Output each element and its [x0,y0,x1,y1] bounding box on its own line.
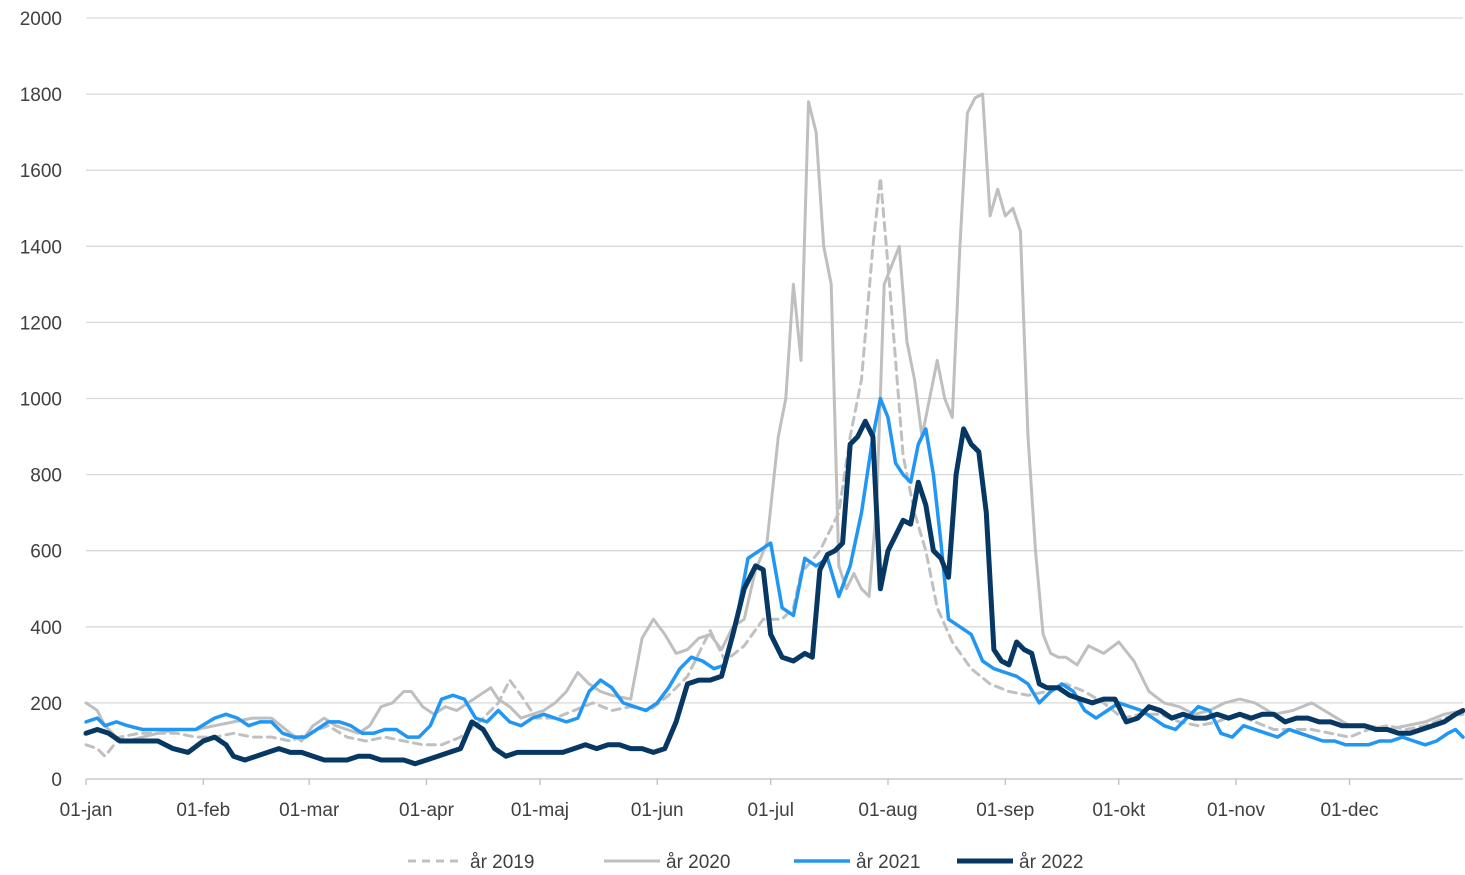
y-axis-ticks: 0 200 400 600 800 1000 1200 1400 1600 1800 2000 [20,9,62,791]
y-tick-label: 400 [30,618,62,639]
x-tick-label: 01-maj [511,800,569,821]
x-tick-label: 01-nov [1207,800,1266,821]
legend-label-2: år 2020 [666,852,730,873]
y-tick-label: 600 [30,542,62,563]
y-tick-label: 800 [30,466,62,487]
legend-label-4: år 2022 [1019,852,1083,873]
x-tick-label: 01-jul [747,800,793,821]
x-tick-label: 01-aug [858,800,917,821]
series-line-3 [84,396,1465,747]
y-tick-label: 1600 [20,161,62,182]
x-tick-label: 01-jun [631,800,684,821]
y-tick-label: 2000 [20,9,62,30]
gridlines [86,17,1463,780]
series-lines [83,92,1465,767]
y-tick-label: 1800 [20,85,62,106]
legend-label-3: år 2021 [856,852,920,873]
y-tick-label: 200 [30,694,62,715]
legend-label-1: år 2019 [470,852,534,873]
x-tick-label: 01-dec [1320,800,1378,821]
x-tick-label: 01-feb [176,800,230,821]
y-tick-label: 1400 [20,237,62,258]
x-tick-label: 01-apr [399,800,455,821]
y-tick-label: 0 [51,770,62,791]
y-tick-label: 1200 [20,313,62,334]
x-tick-label: 01-jan [60,800,113,821]
x-tick-label: 01-sep [976,800,1034,821]
series-line-4 [83,418,1465,767]
legend: år 2019 år 2020 år 2021 år 2022 [408,852,1083,873]
x-tick-label: 01-mar [279,800,340,821]
series-line-2 [84,92,1465,743]
y-tick-label: 1000 [20,390,62,411]
x-axis-ticks: 01-jan 01-feb 01-mar 01-apr 01-maj 01-jun 01-j… [60,779,1379,821]
x-tick-label: 01-okt [1092,800,1146,821]
